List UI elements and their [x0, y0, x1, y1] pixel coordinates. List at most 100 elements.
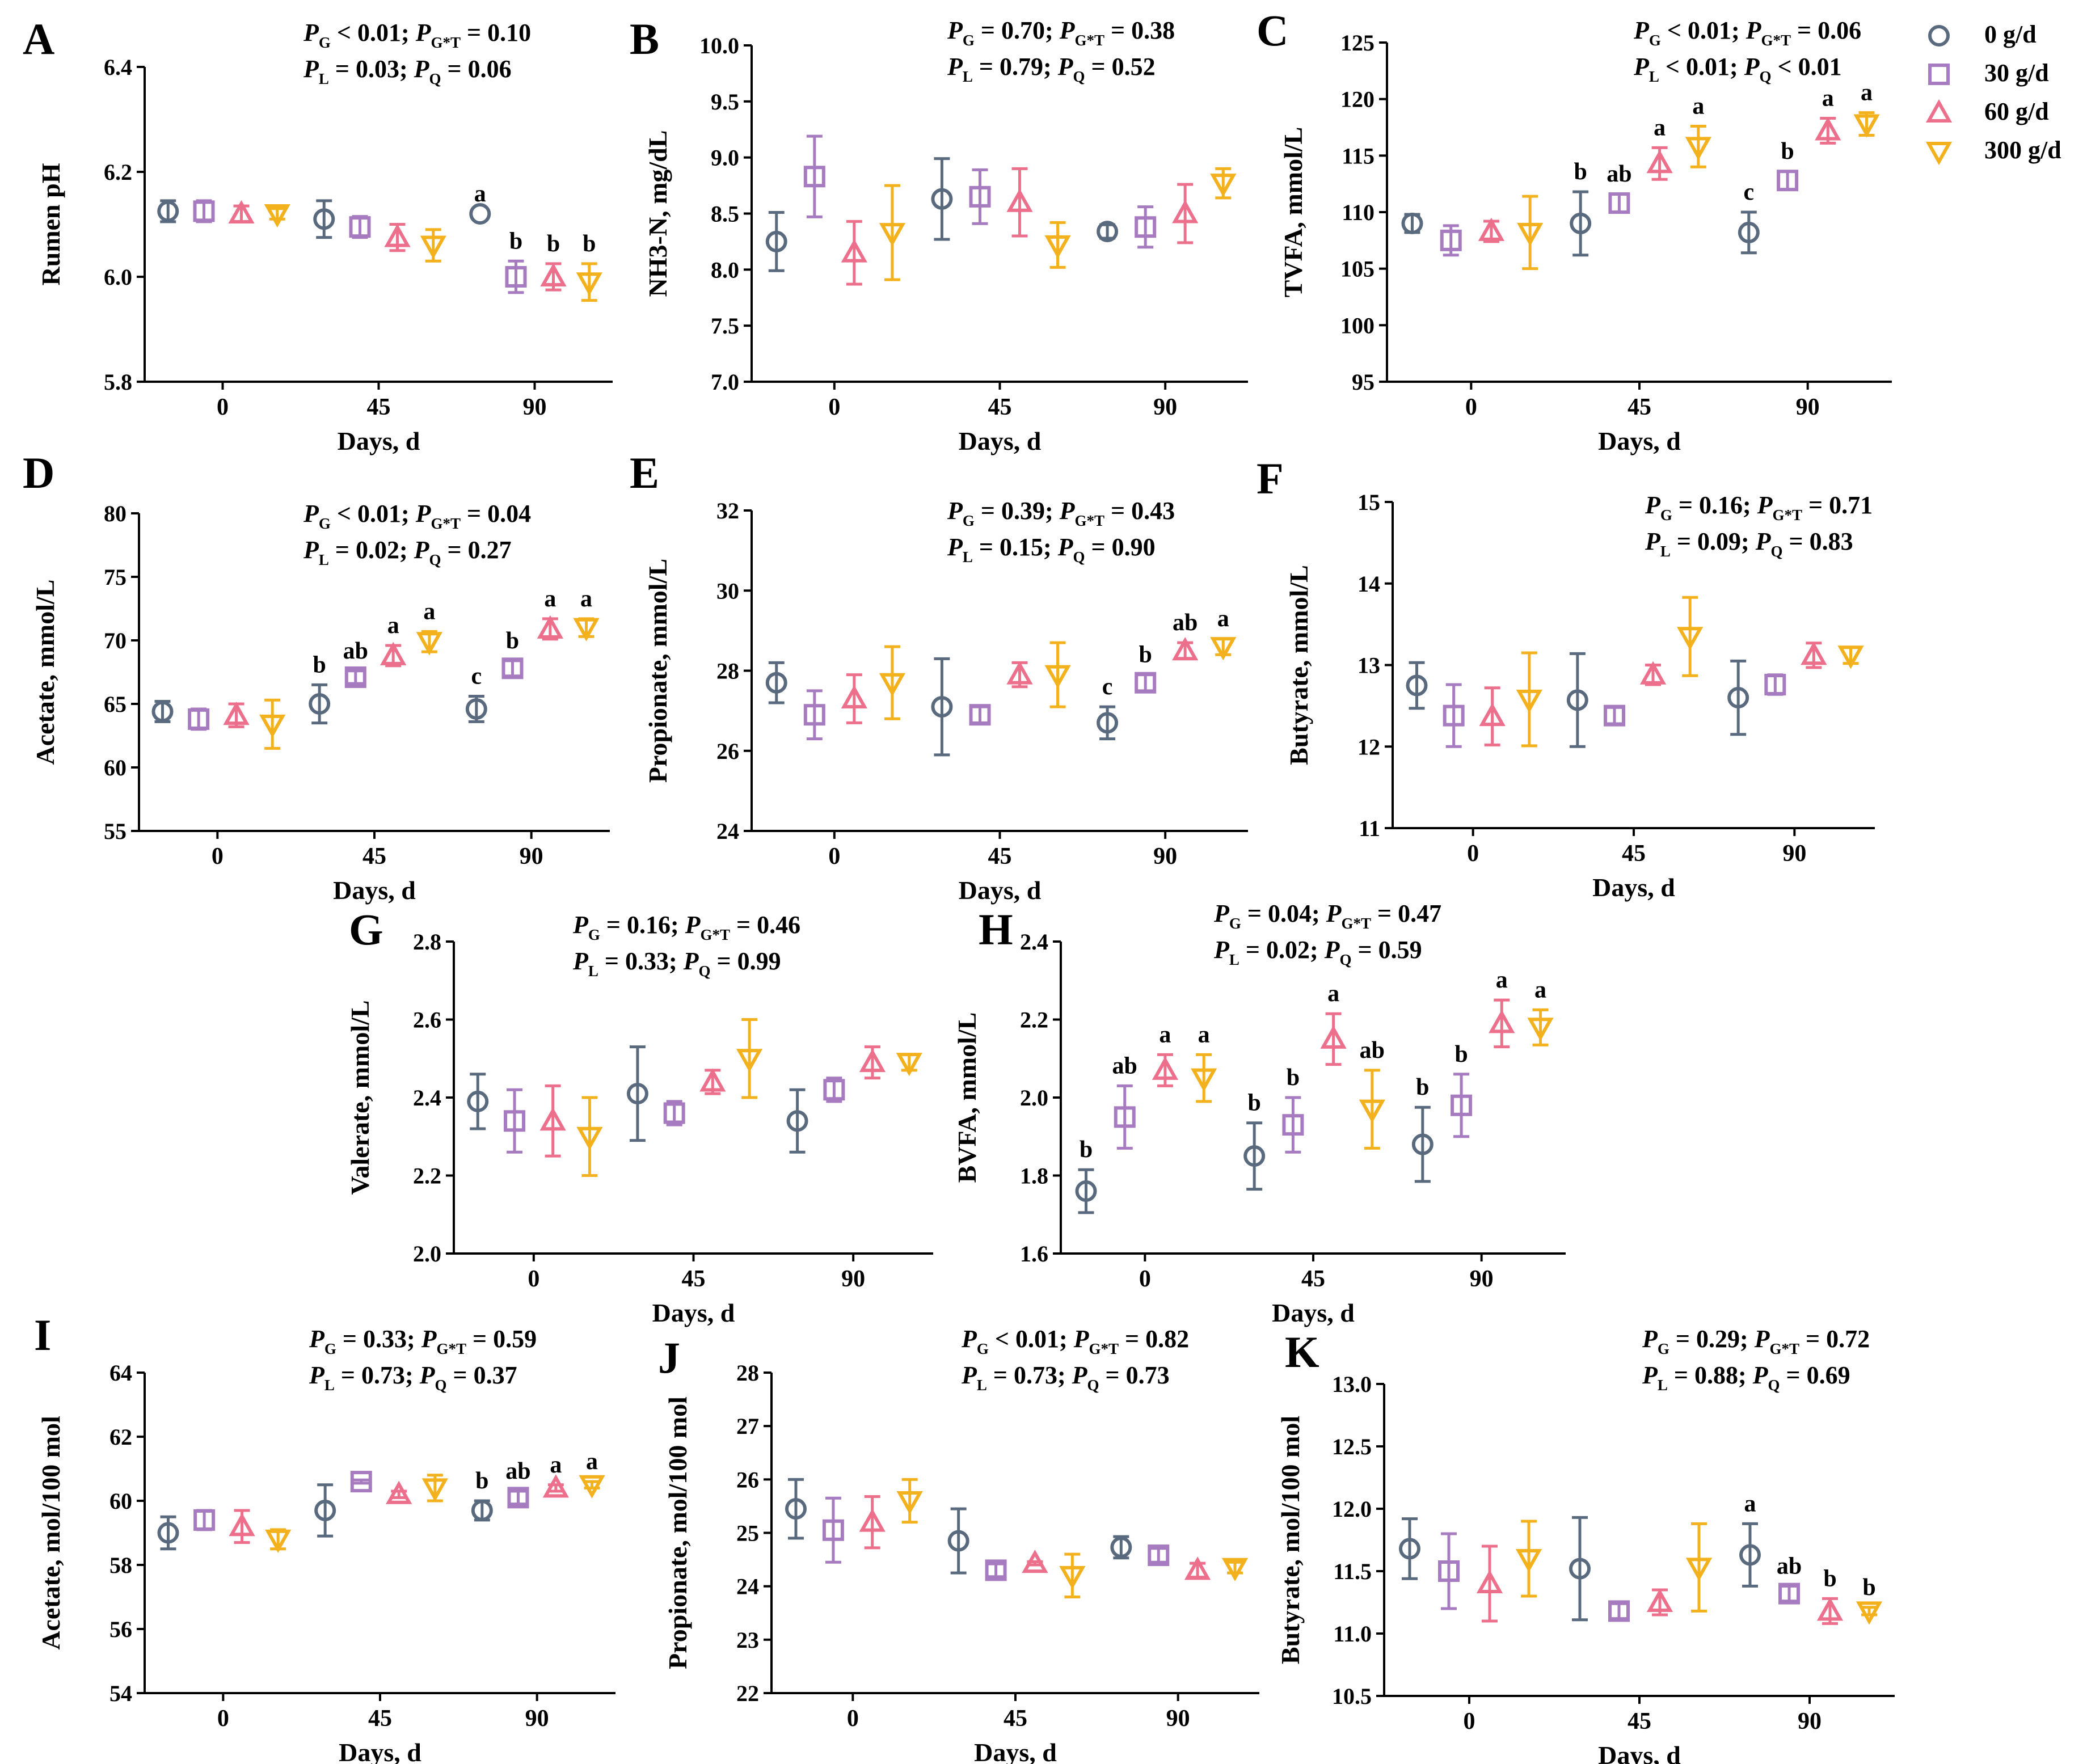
- series-2: [1479, 642, 1827, 746]
- data-point: [344, 666, 366, 688]
- data-point: [349, 216, 371, 238]
- series-2: aa: [223, 586, 563, 728]
- legend-label: 300 g/d: [1984, 136, 2061, 164]
- p-symbol: P: [1059, 16, 1076, 44]
- x-tick-label: 45: [362, 843, 386, 870]
- panel-g: G 2.0 2.2 2.4 2.6 2.8 0 45 90 Days, d Valerate, mm…: [345, 905, 933, 1327]
- stats-line: PL = 0.73; PQ = 0.37: [309, 1361, 517, 1394]
- significance-letter: b: [1781, 138, 1794, 164]
- p-subscript: Q: [429, 551, 441, 568]
- data-point: [699, 1068, 726, 1092]
- p-subscript: G*T: [1075, 32, 1105, 49]
- data-point: [1856, 1601, 1883, 1625]
- significance-letter: ab: [1112, 1053, 1137, 1079]
- p-value: = 0.43: [1104, 497, 1175, 525]
- panel-letter: J: [658, 1333, 680, 1382]
- p-subscript: L: [319, 70, 329, 87]
- p-value: = 0.79;: [973, 53, 1058, 81]
- p-subscript: G: [1658, 1340, 1669, 1357]
- data-point: [1646, 150, 1673, 174]
- data-point: [309, 693, 331, 715]
- legend-marker: [1925, 142, 1953, 166]
- stats-line: PL = 0.79; PQ = 0.52: [947, 53, 1156, 85]
- y-tick-label: 2.6: [413, 1007, 441, 1033]
- stats-line: PG = 0.39; PG*T = 0.43: [947, 497, 1175, 529]
- p-subscript: Q: [1087, 1377, 1099, 1394]
- x-tick-label: 45: [1628, 1708, 1651, 1735]
- data-point: [841, 239, 867, 263]
- data-point: [879, 223, 906, 247]
- p-symbol: P: [1754, 1325, 1770, 1353]
- y-tick-label: 12: [1357, 734, 1380, 759]
- p-subscript: L: [324, 1377, 335, 1394]
- series-3: [879, 167, 1237, 281]
- y-tick-label: 60: [104, 755, 127, 780]
- panel-h: H 1.6 1.8 2.0 2.2 2.4 0 45 90 Days, d BVFA, mmol/L…: [952, 900, 1566, 1327]
- series-1: b: [193, 199, 527, 294]
- y-tick-label: 70: [104, 628, 127, 653]
- p-symbol: P: [1213, 900, 1230, 927]
- x-axis-label: Days, d: [1592, 873, 1675, 902]
- p-value: = 0.83: [1783, 527, 1853, 555]
- stats-line: PG = 0.16; PG*T = 0.71: [1645, 491, 1873, 524]
- p-symbol: P: [309, 1325, 325, 1353]
- p-subscript: L: [963, 548, 973, 566]
- data-point: [1006, 188, 1033, 212]
- p-value: = 0.46: [730, 911, 800, 939]
- series-0: b b b: [1075, 1074, 1434, 1214]
- data-point: [501, 657, 524, 680]
- data-point: [229, 1513, 255, 1537]
- data-point: [896, 1491, 923, 1515]
- data-point: [823, 1079, 845, 1101]
- data-point: [1320, 1025, 1347, 1049]
- significance-letter: b: [313, 652, 326, 678]
- series-3: aa: [1517, 80, 1880, 271]
- x-tick-label: 90: [1153, 394, 1177, 420]
- series-3: [896, 1478, 1249, 1598]
- p-subscript: G*T: [431, 34, 461, 51]
- data-point: [264, 204, 290, 228]
- significance-letter: ab: [1607, 161, 1631, 187]
- data-point: [1837, 645, 1864, 669]
- x-tick-label: 90: [1782, 841, 1806, 867]
- p-symbol: P: [1645, 491, 1661, 519]
- data-point: [469, 203, 491, 225]
- data-point: [1739, 1544, 1761, 1566]
- data-point: [1022, 1550, 1048, 1573]
- data-point: [504, 1110, 526, 1132]
- significance-letter: a: [1654, 115, 1666, 141]
- panel-j: J 22 23 24 25 26 27 28 0 45 90 Days, d Propionate, m…: [658, 1325, 1259, 1764]
- data-point: [1097, 712, 1119, 734]
- y-tick-label: 110: [1342, 200, 1375, 225]
- y-tick-label: 15: [1357, 489, 1380, 515]
- p-symbol: P: [1057, 53, 1074, 81]
- data-point: [1801, 642, 1827, 665]
- data-point: [1853, 114, 1880, 138]
- p-value: < 0.01;: [1661, 16, 1746, 44]
- data-point: [879, 673, 906, 697]
- data-point: [663, 1102, 685, 1124]
- significance-letter: b: [506, 628, 519, 654]
- data-point: [228, 200, 255, 223]
- data-point: [505, 266, 527, 288]
- y-axis-label: Acetate, mmol/L: [31, 580, 60, 765]
- panel-f: F 11 12 13 14 15 0 45 90 Days, d Butyrate, mmol/L P…: [1257, 454, 1875, 902]
- x-tick-label: 0: [828, 394, 840, 420]
- x-tick-label: 0: [828, 843, 840, 870]
- data-point: [540, 263, 567, 286]
- data-point: [1777, 170, 1799, 192]
- data-point: [969, 704, 991, 726]
- x-tick-label: 45: [1628, 394, 1651, 420]
- data-point: [421, 1478, 448, 1502]
- x-tick-label: 90: [525, 1706, 549, 1732]
- p-value: = 0.71: [1802, 491, 1873, 519]
- x-axis-label: Days, d: [338, 427, 420, 455]
- p-symbol: P: [1642, 1361, 1658, 1389]
- y-tick-label: 60: [109, 1488, 132, 1514]
- y-axis-label: Butyrate, mol/100 mol: [1276, 1416, 1305, 1664]
- x-tick-label: 90: [1798, 1708, 1822, 1735]
- p-subscript: Q: [1768, 1377, 1780, 1394]
